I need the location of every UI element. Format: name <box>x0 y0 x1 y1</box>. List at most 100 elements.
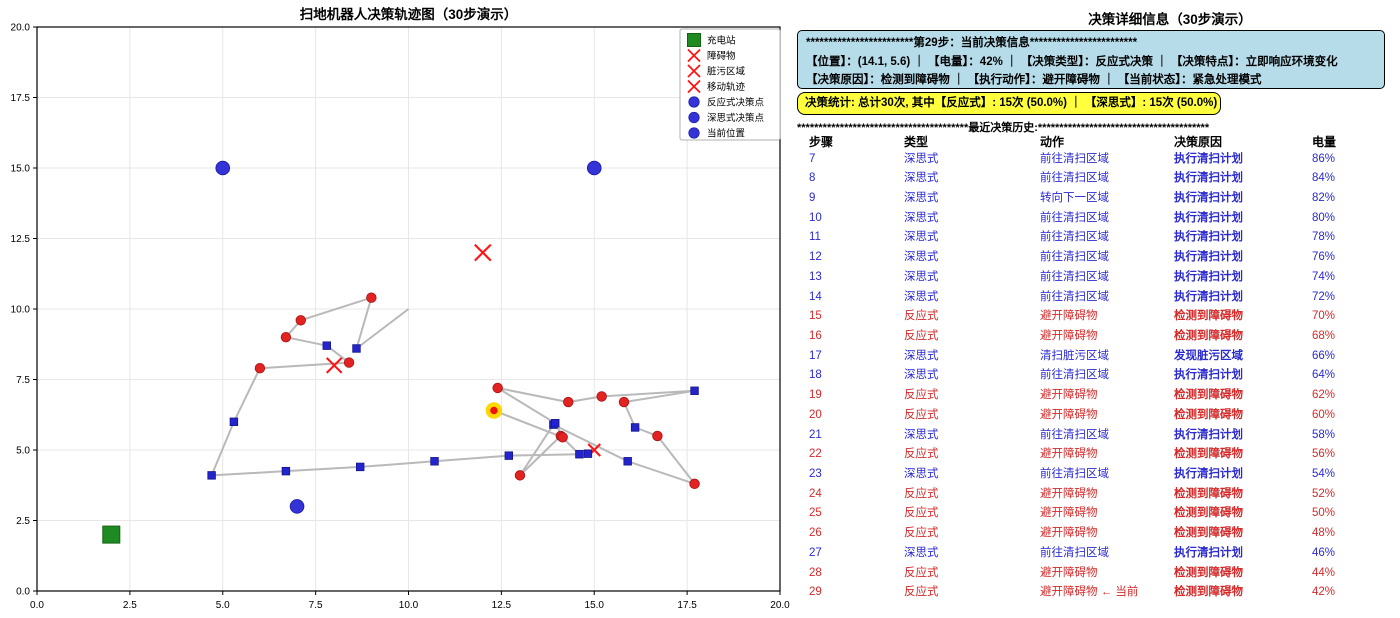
history-step: 21 <box>809 428 822 441</box>
obstacle-dot <box>586 160 602 176</box>
history-type: 深思式 <box>904 211 939 224</box>
legend-label: 深思式决策点 <box>707 112 765 124</box>
history-type: 反应式 <box>904 487 939 500</box>
history-row: 22 反应式 避开障碍物 检测到障碍物 56% <box>795 445 1400 465</box>
col-type: 类型 <box>904 135 929 149</box>
history-action: 前往清扫区域 <box>1040 428 1109 441</box>
history-battery: 58% <box>1312 428 1336 441</box>
y-tick-label: 0.0 <box>16 587 30 598</box>
left-plot-title: 扫地机器人决策轨迹图（30步演示） <box>300 6 518 22</box>
history-step: 11 <box>809 231 821 244</box>
history-step: 24 <box>809 487 822 500</box>
history-battery: 78% <box>1312 231 1336 244</box>
deliberative-point <box>575 450 584 459</box>
history-type: 深思式 <box>904 191 939 204</box>
history-action: 前往清扫区域 <box>1040 290 1109 303</box>
y-tick-label: 17.5 <box>11 93 31 104</box>
history-type: 深思式 <box>904 290 939 303</box>
history-reason: 检测到障碍物 <box>1174 487 1243 500</box>
history-type: 反应式 <box>904 586 939 599</box>
legend-label: 脏污区域 <box>707 66 746 78</box>
y-tick-label: 10.0 <box>11 305 31 316</box>
history-type: 反应式 <box>904 408 939 421</box>
deliberative-point <box>504 451 514 460</box>
legend-circle-blue-icon <box>688 127 700 139</box>
history-separator: ****************************************… <box>797 122 1210 134</box>
reactive-point <box>514 470 526 481</box>
y-tick-label: 7.5 <box>16 375 30 386</box>
reactive-point <box>689 478 700 490</box>
history-reason: 执行清扫计划 <box>1174 468 1243 481</box>
history-action: 前往清扫区域 <box>1040 172 1109 185</box>
history-type: 深思式 <box>904 468 939 481</box>
red-x-marker <box>474 243 492 262</box>
history-type: 反应式 <box>904 566 939 579</box>
x-tick-label: 5.0 <box>216 600 230 611</box>
x-tick-label: 10.0 <box>399 600 419 611</box>
x-tick-label: 0.0 <box>30 600 44 611</box>
y-tick-label: 12.5 <box>11 234 31 245</box>
history-step: 12 <box>809 251 822 264</box>
history-step: 29 <box>809 586 822 599</box>
history-battery: 74% <box>1312 270 1336 283</box>
history-row: 15 反应式 避开障碍物 检测到障碍物 70% <box>795 307 1400 327</box>
current-decision-info-box: ************************第29步：当前决策信息*****… <box>797 30 1385 89</box>
history-reason: 执行清扫计划 <box>1174 290 1243 303</box>
history-step: 14 <box>809 290 822 303</box>
history-battery: 54% <box>1312 468 1336 481</box>
legend-x-red-icon <box>687 64 701 78</box>
decision-detail-panel: 决策详细信息（30步演示） ************************第2… <box>795 0 1400 618</box>
history-step: 22 <box>809 448 822 461</box>
history-battery: 76% <box>1312 251 1336 264</box>
history-step: 25 <box>809 507 822 520</box>
history-reason: 检测到障碍物 <box>1174 310 1243 323</box>
history-reason: 检测到障碍物 <box>1174 527 1243 540</box>
right-panel-title: 决策详细信息（30步演示） <box>1088 12 1252 27</box>
history-step: 28 <box>809 566 822 579</box>
deliberative-point <box>229 417 239 426</box>
history-action: 前往清扫区域 <box>1040 270 1109 283</box>
history-battery: 52% <box>1312 487 1336 500</box>
y-tick-label: 5.0 <box>16 446 30 457</box>
col-battery: 电量 <box>1312 135 1337 149</box>
history-battery: 56% <box>1312 448 1336 461</box>
history-reason: 检测到障碍物 <box>1174 566 1243 579</box>
history-action: 前往清扫区域 <box>1040 468 1109 481</box>
legend-x-red-icon <box>687 48 701 63</box>
legend-square-green-icon <box>687 33 701 47</box>
history-row: 12 深思式 前往清扫区域 执行清扫计划 76% <box>795 248 1400 268</box>
history-action: 避开障碍物 <box>1040 329 1098 342</box>
history-step: 17 <box>809 349 822 362</box>
history-action: 前往清扫区域 <box>1040 152 1109 165</box>
history-action: 避开障碍物 <box>1040 310 1098 323</box>
x-tick-label: 17.5 <box>677 600 697 611</box>
history-row: 24 反应式 避开障碍物 检测到障碍物 52% <box>795 485 1400 505</box>
history-reason: 检测到障碍物 <box>1174 448 1243 461</box>
history-type: 深思式 <box>904 546 939 559</box>
history-reason: 检测到障碍物 <box>1174 329 1243 342</box>
charging-station <box>102 525 121 544</box>
current-position <box>485 402 503 419</box>
history-reason: 执行清扫计划 <box>1174 369 1243 382</box>
legend-label: 障碍物 <box>707 50 736 62</box>
reactive-point <box>618 396 630 408</box>
col-step: 步骤 <box>809 135 834 149</box>
history-reason: 执行清扫计划 <box>1174 251 1243 264</box>
history-battery: 66% <box>1312 349 1336 362</box>
x-tick-label: 20.0 <box>770 600 790 611</box>
history-step: 10 <box>809 211 822 224</box>
history-reason: 检测到障碍物 <box>1174 586 1243 599</box>
history-row: 18 深思式 前往清扫区域 执行清扫计划 64% <box>795 366 1400 386</box>
history-reason: 执行清扫计划 <box>1174 546 1243 559</box>
history-reason: 检测到障碍物 <box>1174 389 1243 402</box>
history-reason: 执行清扫计划 <box>1174 191 1243 204</box>
history-battery: 42% <box>1312 586 1336 599</box>
history-row: 25 反应式 避开障碍物 检测到障碍物 50% <box>795 504 1400 524</box>
col-reason: 决策原因 <box>1174 135 1223 149</box>
history-row: 16 反应式 避开障碍物 检测到障碍物 68% <box>795 327 1400 347</box>
history-type: 深思式 <box>904 251 939 264</box>
history-battery: 64% <box>1312 369 1336 382</box>
history-row: 23 深思式 前往清扫区域 执行清扫计划 54% <box>795 465 1400 485</box>
x-tick-label: 15.0 <box>585 600 605 611</box>
